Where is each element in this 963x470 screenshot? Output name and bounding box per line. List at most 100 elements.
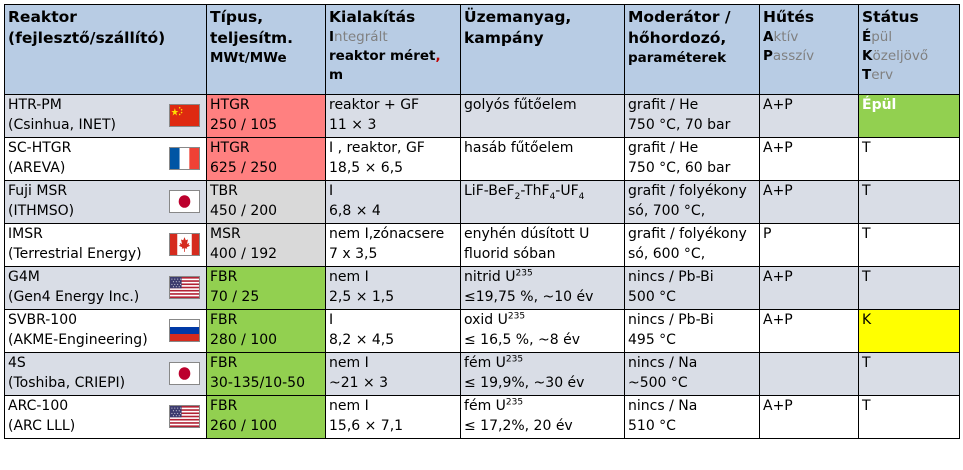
header-cooling-title: Hűtés	[763, 8, 815, 26]
design-line1: nem I	[329, 398, 369, 414]
cell-reactor: Fuji MSR (ITHMSO)	[4, 180, 207, 224]
cell-status: K	[858, 309, 960, 353]
cell-cooling: A+P	[759, 266, 859, 310]
cell-fuel: fém U235 ≤ 19,9%, ~30 év	[460, 352, 625, 396]
status-value: K	[862, 312, 872, 328]
table-row: ARC-100 (ARC LLL) FBR 260 / 100 nem I 15…	[4, 395, 960, 439]
header-status-plan-first: T	[862, 67, 872, 83]
cell-design: I 6,8 × 4	[325, 180, 461, 224]
table-row: G4M (Gen4 Energy Inc.) FBR 70 / 25 nem I…	[4, 266, 960, 310]
design-line1: I	[329, 312, 334, 328]
cell-type: TBR 450 / 200	[206, 180, 326, 224]
header-design-unit: m	[329, 67, 344, 83]
header-row: Reaktor (fejlesztő/szállító) Típus, telj…	[4, 4, 960, 95]
moderator-line1: grafit / He	[628, 97, 699, 113]
cell-status: T	[858, 223, 960, 267]
reactor-name: SC-HTGR	[8, 140, 72, 156]
design-line2: 8,2 × 4,5	[329, 332, 395, 348]
cell-type: MSR 400 / 192	[206, 223, 326, 267]
design-line1: I	[329, 183, 334, 199]
cell-status: T	[858, 137, 960, 181]
cell-type: FBR 70 / 25	[206, 266, 326, 310]
cell-reactor: 4S (Toshiba, CRIEPI)	[4, 352, 207, 396]
header-design: Kialakítás Integrált reaktor méret, m	[325, 4, 461, 95]
status-value: Épül	[862, 97, 897, 113]
cell-status: T	[858, 180, 960, 224]
cell-design: I 8,2 × 4,5	[325, 309, 461, 353]
header-type-line3: MWt/MWe	[210, 50, 287, 66]
reactor-type: FBR	[210, 269, 238, 285]
japan-flag	[169, 362, 200, 385]
reactor-vendor: (ITHMSO)	[8, 203, 75, 219]
header-status-build-rest: pül	[871, 29, 893, 45]
cell-moderator: nincs / Na 510 °C	[624, 395, 760, 439]
table-row: 4S (Toshiba, CRIEPI) FBR 30-135/10-50 ne…	[4, 352, 960, 396]
cell-design: nem I ~21 × 3	[325, 352, 461, 396]
cell-moderator: nincs / Pb-Bi 500 °C	[624, 266, 760, 310]
cooling-value: A+P	[763, 398, 793, 414]
cooling-value: A+P	[763, 140, 793, 156]
cell-type: FBR 280 / 100	[206, 309, 326, 353]
reactor-type: TBR	[210, 183, 238, 199]
cooling-value: A+P	[763, 97, 793, 113]
cell-status: Épül	[858, 94, 960, 138]
reactor-type: MSR	[210, 226, 241, 242]
reactor-power: 450 / 200	[210, 203, 278, 219]
cell-design: I , reaktor, GF 18,5 × 6,5	[325, 137, 461, 181]
status-value: T	[862, 183, 871, 199]
header-design-title: Kialakítás	[329, 8, 416, 26]
cell-moderator: grafit / folyékony só, 700 °C,	[624, 180, 760, 224]
fuel-line2: ≤ 16,5 %, ~8 év	[464, 332, 580, 348]
cell-fuel: LiF-BeF2-ThF4-UF4	[460, 180, 625, 224]
moderator-line1: nincs / Na	[628, 355, 698, 371]
header-moderator-line2: hőhordozó,	[628, 29, 727, 47]
cell-moderator: nincs / Pb-Bi 495 °C	[624, 309, 760, 353]
table-row: SVBR-100 (AKME-Engineering) FBR 280 / 10…	[4, 309, 960, 353]
cell-type: FBR 30-135/10-50	[206, 352, 326, 396]
header-status-title: Státus	[862, 8, 919, 26]
moderator-line2: 750 °C, 70 bar	[628, 117, 731, 133]
header-cooling-active-first: A	[763, 29, 774, 45]
cell-status: T	[858, 352, 960, 396]
table-row: IMSR (Terrestrial Energy) MSR 400 / 192 …	[4, 223, 960, 267]
reactor-type: FBR	[210, 312, 238, 328]
header-status: Státus Épül Közeljövő Terv	[858, 4, 960, 95]
cell-fuel: fém U235 ≤ 17,2%, 20 év	[460, 395, 625, 439]
reactor-name: ARC-100	[8, 398, 69, 414]
canada-flag	[169, 233, 200, 256]
design-line2: 6,8 × 4	[329, 203, 381, 219]
status-value: T	[862, 269, 871, 285]
status-value: T	[862, 140, 871, 156]
moderator-line2: 510 °C	[628, 418, 676, 434]
japan-flag	[169, 190, 200, 213]
header-reactor-line1: Reaktor	[8, 8, 77, 26]
reactor-power: 30-135/10-50	[210, 375, 305, 391]
design-line2: 7 x 3,5	[329, 246, 378, 262]
reactor-power: 250 / 105	[210, 117, 278, 133]
cell-moderator: nincs / Na ~500 °C	[624, 352, 760, 396]
reactor-name: HTR-PM	[8, 97, 62, 113]
reactor-table-container: Reaktor (fejlesztő/szállító) Típus, telj…	[4, 4, 960, 439]
cell-fuel: enyhén dúsított U fluorid sóban	[460, 223, 625, 267]
header-reactor: Reaktor (fejlesztő/szállító)	[4, 4, 207, 95]
reactor-name: G4M	[8, 269, 40, 285]
cell-moderator: grafit / He 750 °C, 70 bar	[624, 94, 760, 138]
reactor-name: IMSR	[8, 226, 43, 242]
header-cooling: Hűtés Aktív Passzív	[759, 4, 859, 95]
cell-fuel: nitrid U235 ≤19,75 %, ~10 év	[460, 266, 625, 310]
reactor-name: Fuji MSR	[8, 183, 68, 199]
moderator-line2: só, 700 °C,	[628, 203, 706, 219]
cell-reactor: IMSR (Terrestrial Energy)	[4, 223, 207, 267]
design-line1: nem I	[329, 269, 369, 285]
design-line2: 11 × 3	[329, 117, 377, 133]
cell-reactor: SVBR-100 (AKME-Engineering)	[4, 309, 207, 353]
reactor-power: 70 / 25	[210, 289, 260, 305]
table-body: HTR-PM (Csinhua, INET) HTGR 250 / 105 re…	[4, 94, 960, 439]
reactor-vendor: (Csinhua, INET)	[8, 117, 116, 133]
cell-moderator: grafit / folyékony só, 600 °C,	[624, 223, 760, 267]
reactor-power: 280 / 100	[210, 332, 278, 348]
fuel-line1: fém U235	[464, 397, 524, 414]
reactor-power: 400 / 192	[210, 246, 278, 262]
france-flag	[169, 147, 200, 170]
moderator-line2: 495 °C	[628, 332, 676, 348]
